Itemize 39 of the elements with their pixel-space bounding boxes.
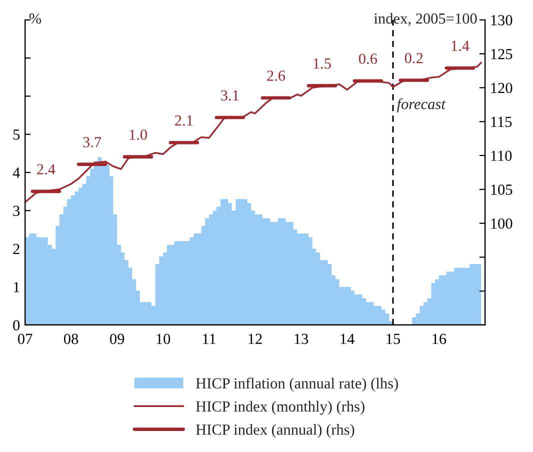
y2-tick-label: 100 (491, 218, 512, 229)
x-tick-label: 09 (110, 334, 124, 344)
x-tick-label: 13 (294, 334, 308, 344)
x-tick-label: 15 (386, 334, 400, 344)
y-axis-title: % (29, 13, 42, 24)
x-tick-label: 11 (203, 334, 216, 344)
legend-label: HICP index (annual) (rhs) (196, 424, 354, 438)
annotation: 1.4 (452, 40, 470, 52)
annotation: 3.1 (221, 90, 239, 101)
y-tick-label: 2 (13, 244, 20, 254)
annotation: 1.0 (130, 130, 147, 140)
legend-label: HICP inflation (annual rate) (lhs) (196, 378, 398, 392)
x-tick-label: 16 (432, 334, 446, 344)
legend-label: HICP index (monthly) (rhs) (196, 400, 364, 415)
y2-tick-label: 105 (491, 184, 512, 195)
x-tick-label: 10 (156, 334, 170, 344)
ref-line-label: forecast (396, 98, 446, 112)
x-tick-label: 08 (64, 334, 78, 344)
x-tick-label: 07 (18, 334, 32, 344)
annotation: 2.1 (175, 115, 193, 126)
y-tick-label: 5 (13, 130, 20, 140)
y-tick-label: 4 (12, 168, 20, 178)
annotation: 0.6 (358, 54, 378, 64)
x-tick-label: 12 (248, 334, 262, 344)
x-tick-label: 14 (340, 334, 354, 344)
annotation: 2.6 (267, 70, 286, 81)
y-tick-label: 3 (13, 206, 20, 216)
annotation: 1.5 (314, 58, 331, 69)
y2-axis-title: index, 2005=100 (374, 12, 477, 26)
y2-tick-label: 130 (491, 15, 512, 26)
y2-tick-label: 125 (491, 48, 512, 60)
annotation: 3.7 (83, 137, 102, 148)
y-tick-label: 1 (14, 282, 20, 292)
y-tick-label: 0 (13, 320, 20, 330)
y2-tick-label: 110 (491, 150, 512, 161)
y2-tick-label: 120 (491, 82, 512, 94)
annotation: 2.4 (37, 164, 56, 174)
y2-tick-label: 115 (491, 116, 512, 128)
annotation: 0.2 (404, 52, 423, 64)
